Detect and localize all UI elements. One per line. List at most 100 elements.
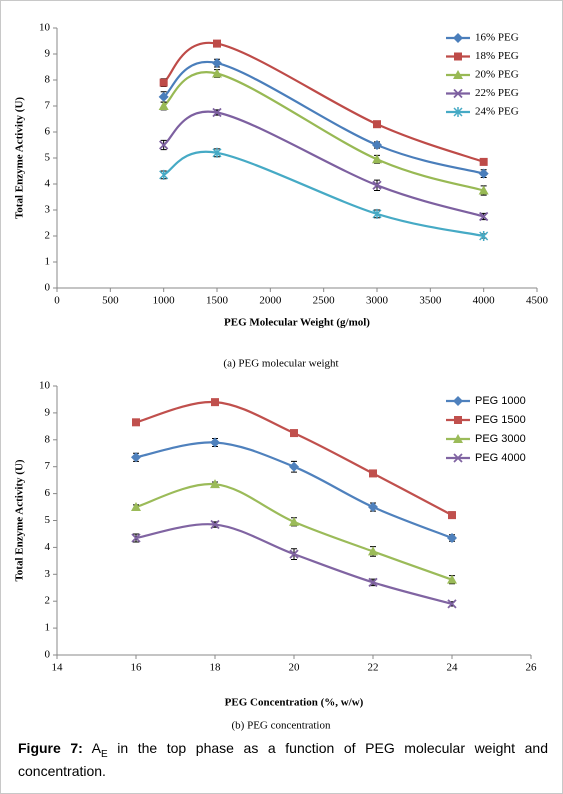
marker [131,533,141,543]
series-line [135,401,453,517]
y-tick-label: 9 [45,406,51,418]
x-tick-label: 1500 [206,295,229,307]
marker [448,511,456,520]
x-tick-label: 4000 [473,295,496,307]
y-tick-label: 10 [39,380,51,392]
x-tick-label: 2000 [259,295,282,307]
y-tick-label: 5 [45,514,51,526]
marker [289,516,299,526]
y-tick-label: 1 [45,256,51,268]
marker [479,211,489,222]
y-tick-label: 0 [45,282,51,294]
series-line [162,60,484,175]
marker [453,88,463,99]
marker [454,416,462,424]
marker [478,168,489,179]
series-line [162,41,485,163]
series-line [163,150,484,238]
marker [372,154,382,164]
marker [478,185,489,195]
x-tick-label: 3500 [419,295,442,307]
marker [212,58,222,69]
marker [159,78,168,87]
x-tick-label: 500 [102,295,119,307]
y-tick-label: 10 [39,22,51,34]
marker [290,429,298,438]
x-tick-label: 1000 [153,295,176,307]
legend-label: 20% PEG [475,69,519,81]
y-tick-label: 2 [45,595,51,607]
marker [213,39,221,48]
marker [159,169,169,180]
x-tick-label: 22 [368,662,379,674]
marker [368,502,378,513]
marker [369,469,377,478]
y-tick-label: 4 [45,541,51,553]
legend-label: PEG 4000 [475,452,526,464]
marker [479,231,489,241]
marker [158,101,169,110]
marker [132,418,140,427]
series-line [162,71,484,192]
series-line [162,110,484,218]
marker [368,577,378,588]
marker [372,208,382,219]
figure-caption: Figure 7: AE in the top phase as a funct… [18,740,548,780]
legend-label: 18% PEG [475,50,519,62]
x-tick-label: 3000 [366,295,389,307]
x-tick-label: 4500 [526,295,549,307]
marker [212,147,222,158]
marker [289,549,299,559]
y-tick-label: 3 [45,204,51,216]
y-tick-label: 2 [45,230,51,242]
caption-subscript: E [100,748,108,760]
marker [453,70,463,79]
y-tick-label: 5 [45,152,51,164]
y-tick-label: 8 [45,74,51,86]
marker [289,461,299,472]
legend-label: 24% PEG [475,106,519,118]
x-tick-label: 20 [289,662,301,674]
marker [131,452,141,463]
marker [212,68,222,78]
chart-caption: (b) PEG concentration [232,720,331,732]
marker [454,52,462,61]
y-axis-label: Total Enzyme Activity (U) [14,459,26,581]
y-tick-label: 6 [45,487,51,499]
legend-label: 16% PEG [475,32,519,44]
x-tick-label: 16 [131,662,143,674]
marker [372,180,382,190]
y-tick-label: 9 [45,48,51,60]
x-tick-label: 24 [447,662,459,674]
marker [210,519,220,530]
marker [447,574,457,584]
marker [131,502,141,512]
x-tick-label: 14 [52,662,64,674]
y-tick-label: 6 [45,126,51,138]
x-axis-label: PEG Molecular Weight (g/mol) [224,317,370,329]
marker [453,107,463,117]
y-axis-label: Total Enzyme Activity (U) [14,97,26,219]
y-tick-label: 7 [45,460,51,472]
marker [210,479,220,489]
marker [447,532,457,543]
marker [453,434,463,443]
y-tick-label: 8 [45,433,51,445]
series-line [135,483,453,581]
marker [373,120,381,129]
marker [453,396,463,406]
marker [211,398,219,407]
chart-caption: (a) PEG molecular weight [223,358,338,370]
x-axis-label: PEG Concentration (%, w/w) [225,697,364,709]
y-tick-label: 3 [45,568,51,580]
series-line [135,523,453,605]
marker [447,599,457,609]
legend-label: PEG 1000 [475,395,526,407]
y-tick-label: 0 [45,649,51,661]
x-tick-label: 2500 [313,295,336,307]
marker [158,91,169,102]
marker [368,546,378,556]
legend-label: PEG 3000 [475,433,526,445]
